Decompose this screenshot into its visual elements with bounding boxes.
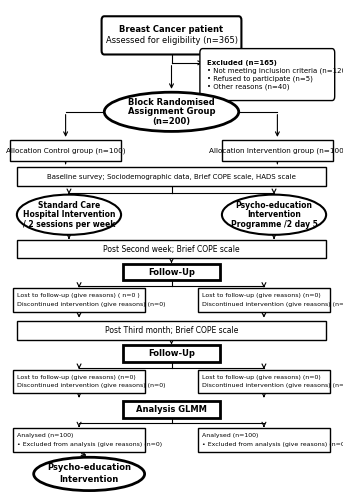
Text: Allocation Control group (n=100): Allocation Control group (n=100) xyxy=(6,148,125,154)
FancyBboxPatch shape xyxy=(102,16,241,54)
Bar xyxy=(198,428,330,452)
Text: Discontinued intervention (give reasons) (n=0): Discontinued intervention (give reasons)… xyxy=(202,383,343,388)
Text: Analysis GLMM: Analysis GLMM xyxy=(136,405,207,414)
Bar xyxy=(13,288,145,312)
Text: Block Randomised: Block Randomised xyxy=(128,98,215,107)
Text: Discontinued intervention (give reasons) (n=0): Discontinued intervention (give reasons)… xyxy=(17,302,165,306)
Text: • Excluded from analysis (give reasons) (n=0): • Excluded from analysis (give reasons) … xyxy=(17,442,162,447)
Text: Programme /2 day 5: Programme /2 day 5 xyxy=(230,220,318,229)
Bar xyxy=(10,140,121,161)
Bar xyxy=(17,167,326,186)
Text: / 2 sessions per week: / 2 sessions per week xyxy=(23,220,115,229)
Text: Follow-Up: Follow-Up xyxy=(148,268,195,276)
Bar xyxy=(123,264,220,280)
Text: Breast Cancer patient: Breast Cancer patient xyxy=(119,26,224,35)
Text: Analysed (n=100): Analysed (n=100) xyxy=(17,433,73,438)
Bar xyxy=(222,140,333,161)
Text: Assessed for eligibility (n=365): Assessed for eligibility (n=365) xyxy=(106,36,237,46)
Text: Hospital Intervention: Hospital Intervention xyxy=(23,210,115,219)
Text: Excluded (n=165): Excluded (n=165) xyxy=(206,60,276,66)
Ellipse shape xyxy=(104,92,239,132)
Bar xyxy=(17,321,326,340)
Text: Post Third month; Brief COPE scale: Post Third month; Brief COPE scale xyxy=(105,326,238,335)
Bar xyxy=(123,345,220,362)
Text: Standard Care: Standard Care xyxy=(38,200,100,209)
Text: Psycho-education: Psycho-education xyxy=(47,464,131,472)
Text: Intervention: Intervention xyxy=(247,210,301,219)
Ellipse shape xyxy=(222,194,326,235)
Text: Allocation Intervention group (n=100): Allocation Intervention group (n=100) xyxy=(209,148,343,154)
Text: (n=200): (n=200) xyxy=(152,116,191,126)
Text: Intervention: Intervention xyxy=(60,476,119,484)
Text: Discontinued intervention (give reasons) (n=0): Discontinued intervention (give reasons)… xyxy=(17,383,165,388)
Text: Analysed (n=100): Analysed (n=100) xyxy=(202,433,258,438)
Text: Baseline survey; Sociodemographic data, Brief COPE scale, HADS scale: Baseline survey; Sociodemographic data, … xyxy=(47,174,296,180)
Bar xyxy=(13,370,145,393)
Text: • Excluded from analysis (give reasons) (n=0): • Excluded from analysis (give reasons) … xyxy=(202,442,343,447)
Text: Lost to follow-up (give reasons) (n=0): Lost to follow-up (give reasons) (n=0) xyxy=(202,374,320,380)
Ellipse shape xyxy=(34,458,145,490)
Bar xyxy=(17,240,326,258)
Text: Lost to follow-up (give reasons) ( n=0 ): Lost to follow-up (give reasons) ( n=0 ) xyxy=(17,293,140,298)
Text: • Refused to participate (n=5): • Refused to participate (n=5) xyxy=(206,76,312,82)
Text: • Not meeting inclusion criteria (n=120): • Not meeting inclusion criteria (n=120) xyxy=(206,68,343,74)
Bar xyxy=(123,401,220,417)
Text: Psycho-education: Psycho-education xyxy=(236,200,312,209)
Text: Follow-Up: Follow-Up xyxy=(148,349,195,358)
Text: Discontinued intervention (give reasons) (n=0): Discontinued intervention (give reasons)… xyxy=(202,302,343,306)
FancyBboxPatch shape xyxy=(200,48,335,100)
Ellipse shape xyxy=(17,194,121,235)
Text: Post Second week; Brief COPE scale: Post Second week; Brief COPE scale xyxy=(103,244,240,254)
Bar xyxy=(198,288,330,312)
Text: Lost to follow-up (give reasons) (n=0): Lost to follow-up (give reasons) (n=0) xyxy=(202,293,320,298)
Text: • Other reasons (n=40): • Other reasons (n=40) xyxy=(206,83,289,89)
Bar xyxy=(198,370,330,393)
Text: Lost to follow-up (give reasons) (n=0): Lost to follow-up (give reasons) (n=0) xyxy=(17,374,135,380)
Text: Assignment Group: Assignment Group xyxy=(128,108,215,116)
Bar xyxy=(13,428,145,452)
